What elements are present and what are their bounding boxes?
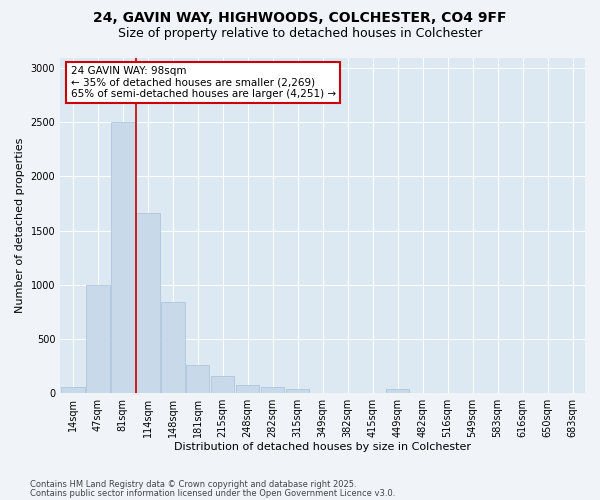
Bar [386, 390, 409, 392]
Bar [61, 387, 85, 392]
X-axis label: Distribution of detached houses by size in Colchester: Distribution of detached houses by size … [174, 442, 471, 452]
Bar [261, 387, 284, 392]
Bar [186, 364, 209, 392]
Text: Contains HM Land Registry data © Crown copyright and database right 2025.: Contains HM Land Registry data © Crown c… [30, 480, 356, 489]
Bar [286, 389, 310, 392]
Text: Size of property relative to detached houses in Colchester: Size of property relative to detached ho… [118, 28, 482, 40]
Bar [136, 213, 160, 392]
Bar [161, 302, 185, 392]
Bar [86, 284, 110, 393]
Y-axis label: Number of detached properties: Number of detached properties [15, 138, 25, 313]
Bar [236, 385, 259, 392]
Text: 24, GAVIN WAY, HIGHWOODS, COLCHESTER, CO4 9FF: 24, GAVIN WAY, HIGHWOODS, COLCHESTER, CO… [93, 12, 507, 26]
Bar [211, 376, 235, 392]
Text: 24 GAVIN WAY: 98sqm
← 35% of detached houses are smaller (2,269)
65% of semi-det: 24 GAVIN WAY: 98sqm ← 35% of detached ho… [71, 66, 336, 99]
Text: Contains public sector information licensed under the Open Government Licence v3: Contains public sector information licen… [30, 489, 395, 498]
Bar [111, 122, 134, 392]
